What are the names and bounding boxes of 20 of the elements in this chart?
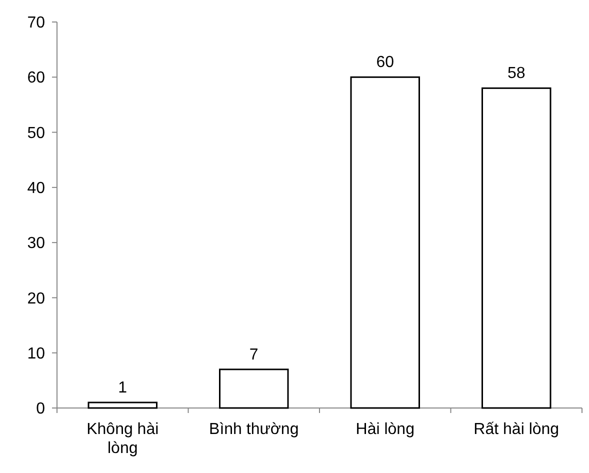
bar [350, 76, 420, 409]
y-tick-label: 20 [27, 290, 46, 308]
x-tick-label: Hài lòng [356, 421, 414, 438]
y-tick-label: 40 [27, 180, 46, 198]
data-label: 7 [249, 346, 258, 364]
x-tick-label: Bình thường [209, 421, 299, 438]
y-tick-label: 0 [36, 400, 46, 418]
y-tick-label: 70 [27, 14, 46, 32]
data-label: 60 [376, 54, 394, 72]
bar [219, 368, 289, 409]
bar [88, 402, 158, 409]
data-label: 1 [118, 379, 128, 396]
data-label: 58 [507, 65, 526, 82]
y-tick-label: 60 [27, 70, 46, 87]
bar [482, 87, 552, 409]
y-tick-label: 10 [27, 345, 46, 362]
y-tick-label: 30 [27, 235, 46, 252]
x-tick-label: Không hài lòng [86, 421, 159, 457]
x-tick-label: Rất hài lòng [474, 421, 560, 438]
y-tick-label: 50 [27, 124, 46, 142]
